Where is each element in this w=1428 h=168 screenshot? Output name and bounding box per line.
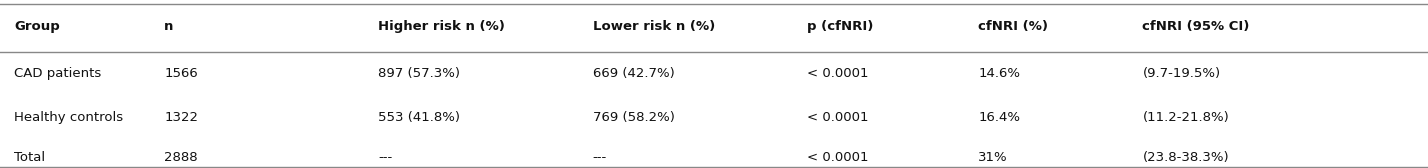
Text: < 0.0001: < 0.0001 <box>807 151 868 164</box>
Text: Higher risk n (%): Higher risk n (%) <box>378 20 506 33</box>
Text: Total: Total <box>14 151 46 164</box>
Text: ---: --- <box>593 151 607 164</box>
Text: (11.2-21.8%): (11.2-21.8%) <box>1142 111 1230 124</box>
Text: < 0.0001: < 0.0001 <box>807 67 868 80</box>
Text: 16.4%: 16.4% <box>978 111 1020 124</box>
Text: (9.7-19.5%): (9.7-19.5%) <box>1142 67 1221 80</box>
Text: 769 (58.2%): 769 (58.2%) <box>593 111 674 124</box>
Text: Lower risk n (%): Lower risk n (%) <box>593 20 715 33</box>
Text: cfNRI (%): cfNRI (%) <box>978 20 1048 33</box>
Text: 1322: 1322 <box>164 111 198 124</box>
Text: 669 (42.7%): 669 (42.7%) <box>593 67 674 80</box>
Text: Group: Group <box>14 20 60 33</box>
Text: n: n <box>164 20 174 33</box>
Text: 14.6%: 14.6% <box>978 67 1020 80</box>
Text: 553 (41.8%): 553 (41.8%) <box>378 111 460 124</box>
Text: Healthy controls: Healthy controls <box>14 111 123 124</box>
Text: 2888: 2888 <box>164 151 198 164</box>
Text: 31%: 31% <box>978 151 1008 164</box>
Text: (23.8-38.3%): (23.8-38.3%) <box>1142 151 1230 164</box>
Text: ---: --- <box>378 151 393 164</box>
Text: 897 (57.3%): 897 (57.3%) <box>378 67 460 80</box>
Text: CAD patients: CAD patients <box>14 67 101 80</box>
Text: < 0.0001: < 0.0001 <box>807 111 868 124</box>
Text: 1566: 1566 <box>164 67 198 80</box>
Text: cfNRI (95% CI): cfNRI (95% CI) <box>1142 20 1250 33</box>
Text: p (cfNRI): p (cfNRI) <box>807 20 873 33</box>
